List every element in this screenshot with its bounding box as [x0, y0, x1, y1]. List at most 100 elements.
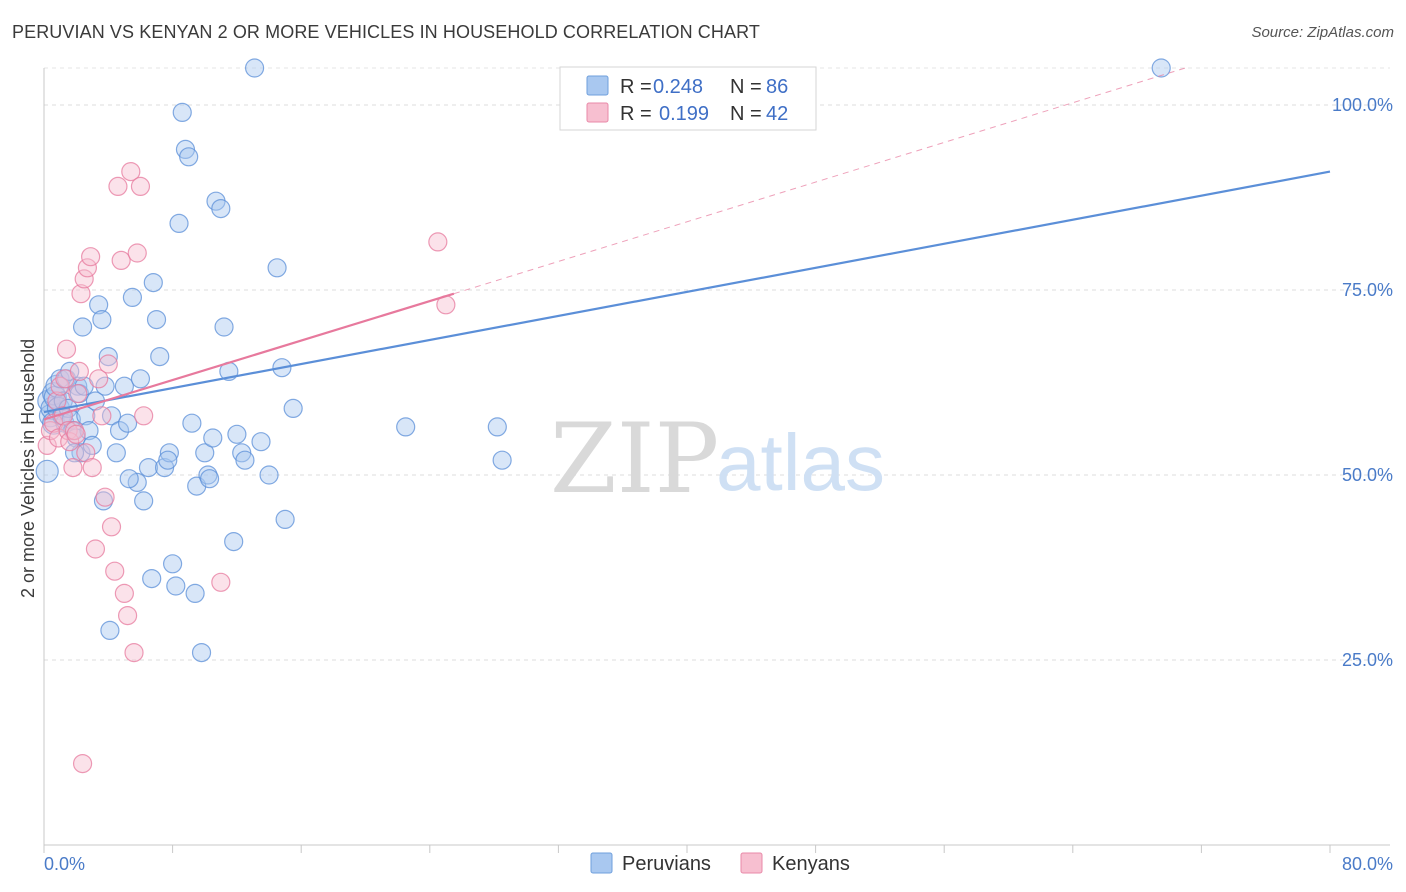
kenyans-point — [66, 424, 86, 444]
kenyans-point — [127, 243, 147, 263]
peruvians-point — [119, 469, 139, 489]
bottom-legend-swatch-kenyans — [740, 852, 763, 874]
peruvians-point — [109, 421, 130, 441]
kenyans-point — [77, 258, 98, 278]
kenyans-point — [95, 487, 115, 507]
peruvians-point — [396, 417, 416, 437]
kenyans-point — [134, 406, 154, 426]
peruvians-point — [101, 406, 122, 426]
peruvians-point — [150, 347, 170, 367]
chart-title: PERUVIAN VS KENYAN 2 OR MORE VEHICLES IN… — [12, 22, 760, 42]
peruvians-point — [259, 465, 279, 485]
y-axis-label: 2 or more Vehicles in Household — [18, 339, 38, 598]
peruvians-point — [211, 199, 231, 219]
legend-n-kenyans: 42 — [766, 103, 788, 125]
peruvians-point — [227, 424, 247, 444]
peruvians-point — [64, 443, 85, 463]
peruvians-point — [98, 347, 118, 367]
peruvians-point — [235, 450, 255, 470]
peruvians-point — [195, 443, 215, 463]
y-tick-label: 100.0% — [1332, 95, 1393, 115]
kenyans-point — [428, 232, 448, 252]
kenyans-point — [98, 354, 118, 374]
peruvians-point — [172, 102, 192, 123]
peruvians-point — [487, 417, 507, 437]
peruvians-point — [182, 413, 202, 433]
peruvians-point — [203, 428, 223, 448]
legend-swatch-kenyans — [586, 102, 609, 123]
trend-lines — [43, 67, 1331, 421]
kenyans-point — [211, 572, 231, 592]
kenyans-point — [101, 517, 122, 537]
y-tick-label: 75.0% — [1342, 280, 1393, 300]
kenyans-point — [60, 432, 80, 452]
kenyans-point — [82, 458, 102, 478]
peruvians-point — [185, 583, 205, 604]
axes — [43, 68, 1390, 853]
legend-box: R = 0.248 N = 86 R = 0.199 N = 42 — [559, 66, 817, 131]
peruvians-point — [283, 398, 303, 418]
kenyans-point — [56, 339, 77, 359]
peruvians-point — [159, 443, 179, 463]
peruvians-point — [100, 620, 120, 641]
peruvians-point — [224, 531, 244, 552]
peruvians-point — [191, 642, 212, 663]
peruvians-point — [79, 421, 99, 441]
grid-lines — [44, 67, 1390, 661]
peruvians-point — [158, 450, 178, 470]
peruvians-point — [142, 568, 162, 589]
legend-swatch-peruvians — [586, 75, 609, 96]
x-tick-max: 80.0% — [1342, 854, 1393, 874]
kenyans-point — [72, 753, 93, 774]
kenyans-point — [114, 583, 134, 604]
peruvians-point — [1151, 58, 1171, 78]
peruvians-point — [50, 369, 70, 389]
watermark: ZIP atlas — [550, 403, 885, 515]
kenyans-point — [69, 361, 89, 381]
peruvians-point — [35, 459, 59, 483]
y-tick-label: 50.0% — [1342, 465, 1393, 485]
kenyans-point — [108, 176, 128, 196]
peruvians-trend-line — [43, 170, 1331, 414]
kenyans-point — [89, 369, 109, 389]
peruvians-point — [122, 287, 143, 307]
peruvians-point — [275, 509, 295, 530]
kenyans-point — [74, 269, 94, 289]
legend-n-peruvians: 86 — [766, 76, 788, 98]
legend-n-label: N = — [730, 76, 762, 98]
bottom-legend-swatch-peruvians — [590, 852, 613, 874]
bottom-legend-kenyans: Kenyans — [772, 853, 850, 875]
bottom-legend-peruvians: Peruvians — [622, 853, 711, 875]
peruvians-point — [92, 310, 112, 330]
legend-n-label-2: N = — [730, 103, 762, 125]
peruvians-point — [89, 295, 109, 315]
kenyans-trend-line — [43, 292, 455, 421]
peruvians-point — [179, 147, 199, 167]
legend-r-kenyans: 0.199 — [659, 103, 709, 125]
source-label: Source: ZipAtlas.com — [1251, 24, 1394, 41]
kenyans-point — [105, 561, 125, 581]
kenyans-point — [37, 435, 57, 455]
bottom-legend: Peruvians Kenyans — [590, 852, 850, 875]
peruvians-point — [134, 491, 154, 511]
peruvians-point — [166, 576, 186, 596]
y-tick-label: 25.0% — [1342, 650, 1393, 670]
peruvians-point — [244, 58, 265, 78]
kenyans-point — [121, 162, 141, 182]
kenyans-point — [63, 458, 83, 478]
legend-r-label-2: R = — [620, 103, 652, 125]
peruvians-point — [163, 554, 183, 574]
peruvians-point — [95, 376, 115, 396]
peruvians-point — [72, 317, 93, 337]
watermark-zip: ZIP — [550, 403, 719, 515]
peruvians-point — [214, 317, 234, 337]
x-tick-min: 0.0% — [44, 854, 85, 874]
peruvians-point — [117, 413, 138, 433]
kenyans-point — [68, 384, 88, 404]
legend-r-label: R = — [620, 76, 652, 98]
peruvians-point — [492, 450, 512, 470]
peruvians-point — [143, 273, 163, 293]
peruvians-point — [130, 369, 151, 389]
peruvians-point — [106, 443, 126, 463]
